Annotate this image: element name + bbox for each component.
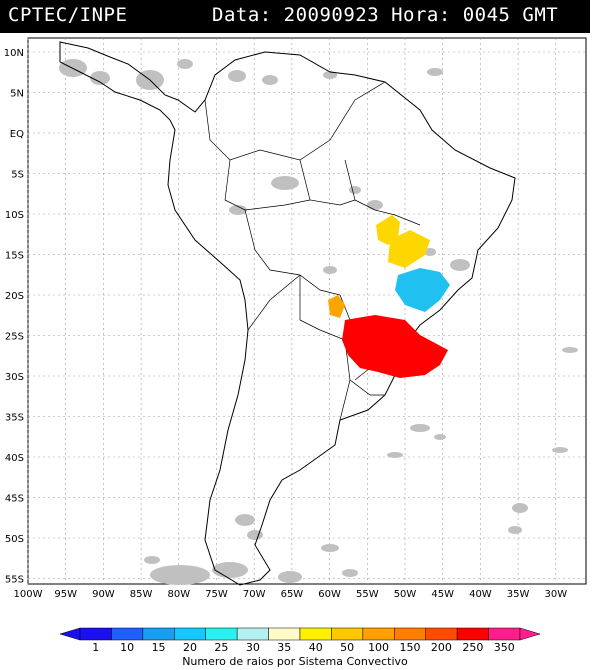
colorbar-tick-label: 15 xyxy=(152,641,166,654)
lat-label: 50S xyxy=(5,534,24,545)
cloud-cover xyxy=(59,59,578,585)
lon-label: 65W xyxy=(281,589,304,600)
cyan-cluster xyxy=(395,268,450,312)
lon-label: 85W xyxy=(130,589,153,600)
colorbar-arrow-right xyxy=(519,627,541,641)
lon-label: 50W xyxy=(394,589,417,600)
lat-label: 40S xyxy=(5,453,24,464)
agency-title: CPTEC/INPE xyxy=(8,4,128,26)
colorbar-swatch xyxy=(79,627,112,641)
lon-label: 55W xyxy=(356,589,379,600)
colorbar: 1 10 15 20 25 30 35 40 50 100 150 200 250 350 xyxy=(59,627,541,654)
lat-label: 30S xyxy=(5,372,24,383)
colorbar-swatch xyxy=(142,627,175,641)
colorbar-tick-label: 25 xyxy=(214,641,228,654)
lon-label: 30W xyxy=(544,589,567,600)
colorbar-swatch xyxy=(488,627,521,641)
lat-label: 5N xyxy=(10,89,24,100)
lon-label: 100W xyxy=(14,589,43,600)
lat-label: EQ xyxy=(10,129,24,140)
map-header: CPTEC/INPE Data: 20090923 Hora: 0045 GMT xyxy=(0,0,590,33)
coastlines xyxy=(59,41,516,586)
lon-label: 45W xyxy=(431,589,454,600)
lon-label: 40W xyxy=(469,589,492,600)
lon-label: 35W xyxy=(507,589,530,600)
colorbar-tick-label: 10 xyxy=(120,641,134,654)
colorbar-tick-label: 20 xyxy=(183,641,197,654)
orange-cluster xyxy=(328,295,345,318)
colorbar-swatch xyxy=(331,627,364,641)
colorbar-swatch xyxy=(236,627,269,641)
colorbar-swatch xyxy=(111,627,144,641)
lon-label: 70W xyxy=(243,589,266,600)
colorbar-swatch xyxy=(362,627,395,641)
lat-label: 35S xyxy=(5,413,24,424)
lat-label: 15S xyxy=(5,251,24,262)
colorbar-tick-label: 1 xyxy=(92,641,99,654)
colorbar-tick-label: 150 xyxy=(400,641,421,654)
lat-label: 5S xyxy=(11,170,24,181)
lat-label: 25S xyxy=(5,332,24,343)
lon-label: 75W xyxy=(205,589,228,600)
colorbar-tick-label: 50 xyxy=(340,641,354,654)
red-cluster xyxy=(342,315,448,378)
colorbar-swatch xyxy=(268,627,301,641)
graticule xyxy=(27,38,586,584)
lat-label: 55S xyxy=(5,575,24,586)
colorbar-arrow-left xyxy=(59,627,81,641)
lon-label: 80W xyxy=(167,589,190,600)
colorbar-swatch xyxy=(205,627,238,641)
map-frame xyxy=(27,37,587,585)
latitude-labels: 10N 5N EQ 5S 10S 15S 20S 25S 30S 35S 40S 45S 50S 55S xyxy=(4,48,24,586)
colorbar-tick-label: 250 xyxy=(462,641,483,654)
colorbar-swatch xyxy=(174,627,206,641)
lon-label: 95W xyxy=(54,589,77,600)
colorbar-swatch xyxy=(394,627,426,641)
longitude-labels: 100W 95W 90W 85W 80W 75W 70W 65W 60W 55W 50W 45W 40W… xyxy=(14,589,568,600)
colorbar-caption: Numero de raios por Sistema Convectivo xyxy=(182,655,408,668)
colorbar-swatch xyxy=(456,627,489,641)
lon-label: 60W xyxy=(318,589,341,600)
colorbar-tick-label: 35 xyxy=(277,641,291,654)
yellow-cluster-north xyxy=(376,215,400,245)
lat-label: 45S xyxy=(5,494,24,505)
colorbar-tick-label: 200 xyxy=(431,641,452,654)
lightning-map: 10N5NEQ5S10S15S20S25S30S35S40S45S50S55S … xyxy=(4,37,587,668)
colorbar-tick-label: 40 xyxy=(309,641,323,654)
colorbar-swatch xyxy=(425,627,458,641)
date-time-title: Data: 20090923 Hora: 0045 GMT xyxy=(212,4,559,26)
lat-label: 10S xyxy=(5,210,24,221)
colorbar-tick-label: 100 xyxy=(368,641,389,654)
lat-label: 10N xyxy=(4,48,24,59)
lon-label: 90W xyxy=(92,589,115,600)
lat-label: 20S xyxy=(5,291,24,302)
colorbar-tick-label: 350 xyxy=(494,641,515,654)
flash-clusters xyxy=(328,215,450,378)
colorbar-tick-label: 30 xyxy=(246,641,260,654)
yellow-cluster-central xyxy=(388,230,430,268)
colorbar-swatch xyxy=(299,627,332,641)
